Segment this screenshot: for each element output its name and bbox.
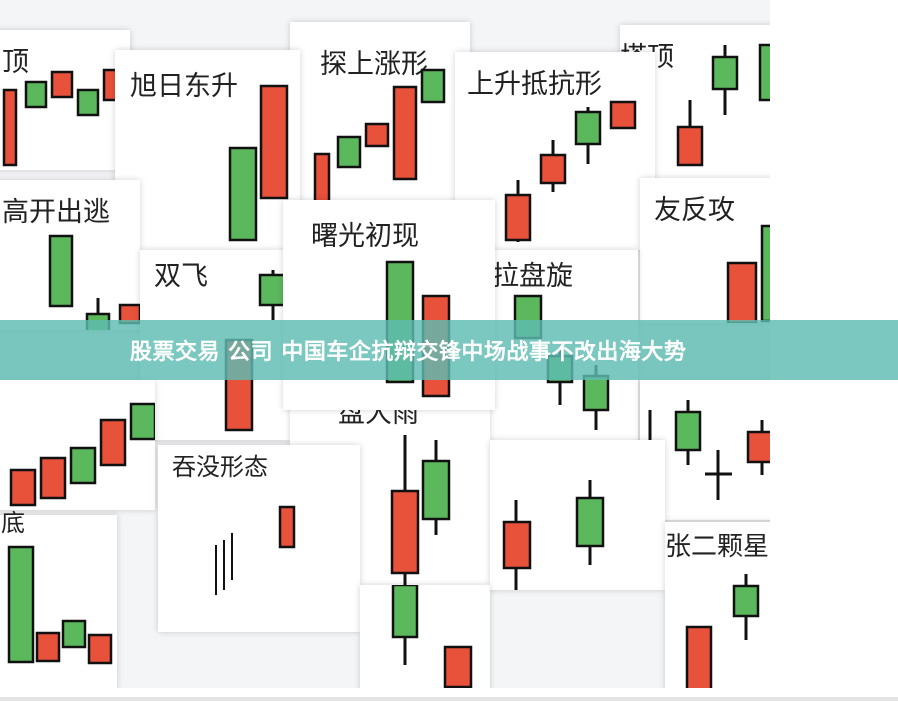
card-label: 顶 [2,47,29,78]
card-label: 底 [1,509,25,537]
card-label: 张二颗星 [665,532,770,562]
pattern-card: 张二颗星 [665,522,770,688]
card-label: 旭日东升 [130,71,238,102]
pattern-card: 旭日东升 [115,50,300,250]
pattern-card: 探上涨形 [290,22,470,202]
card-label: 上升抵抗形 [467,69,602,100]
pattern-card [490,440,665,590]
pattern-card: 吞没形态 [158,445,360,632]
title-banner: 股票交易 公司 中国车企抗辩交锋中场战事不改出海大势 [0,320,898,380]
card-label: 双飞 [154,261,208,292]
pattern-card: 顶 [0,30,130,170]
pattern-card: 底 [0,509,117,688]
pattern-card: 上升抵抗形 [455,52,655,250]
article-image: 顶 塔顶 探上涨形 旭日东升 上升抵抗形 高开出逃 友反攻 双飞 拉盘旋 [0,0,770,688]
article-title[interactable]: 股票交易 公司 中国车企抗辩交锋中场战事不改出海大势 [130,340,687,365]
pattern-card: 高开出逃 [0,180,140,330]
pattern-card [360,585,490,688]
card-label: 拉盘旋 [492,261,573,292]
card-label: 探上涨形 [320,49,428,80]
card-label: 高开出逃 [2,197,110,228]
card-label: 吞没形态 [172,453,268,481]
pattern-card: 友反攻 [640,178,770,323]
pattern-card [0,380,155,510]
card-label: 友反攻 [654,195,735,226]
divider [0,697,898,701]
card-label: 曙光初现 [311,221,419,252]
